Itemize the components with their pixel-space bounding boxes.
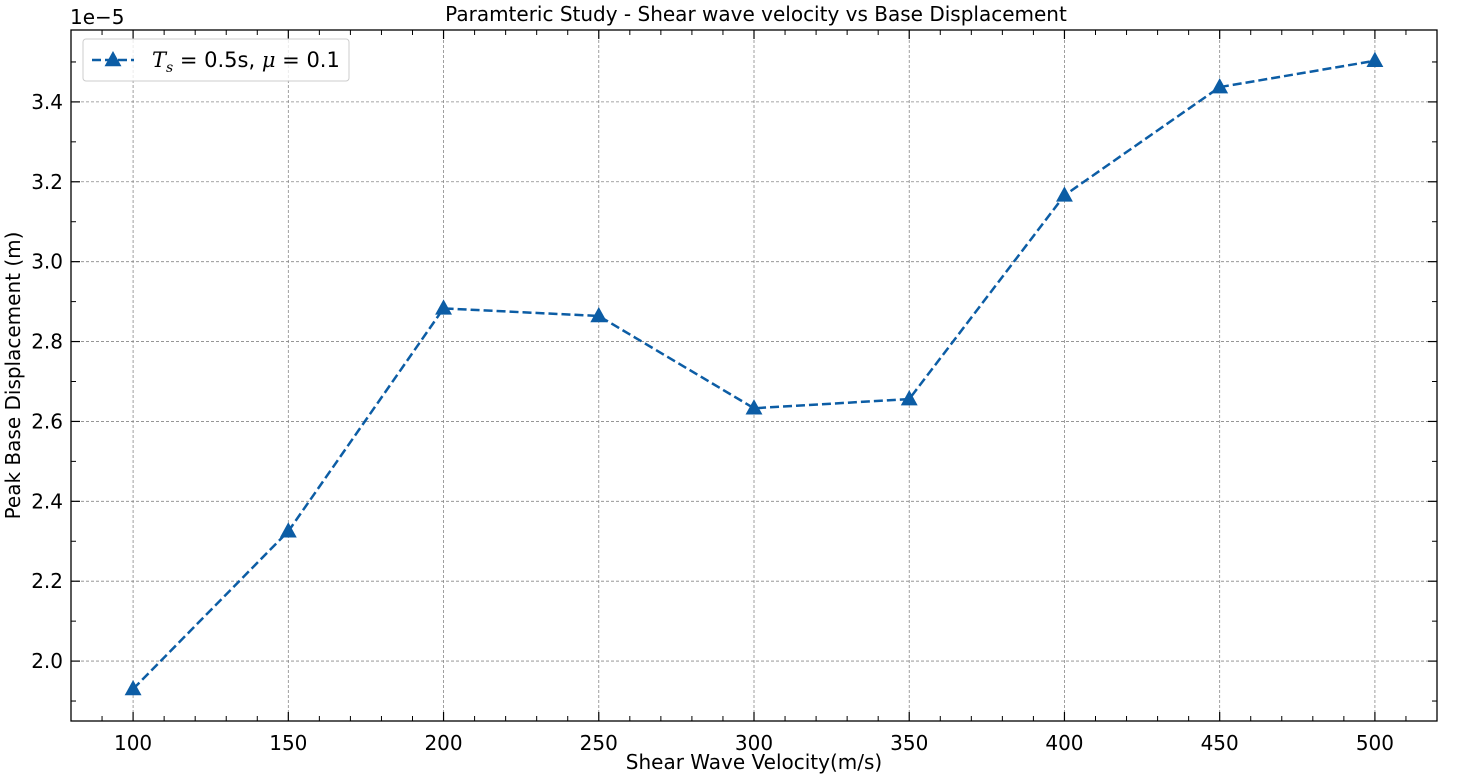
x-tick-label: 100: [114, 731, 152, 755]
y-tick-label: 2.8: [31, 330, 63, 354]
minor-ticks: [71, 30, 1437, 721]
y-tick-label: 3.4: [31, 90, 63, 114]
x-tick-label: 250: [580, 731, 618, 755]
x-tick-label: 150: [269, 731, 307, 755]
data-point-marker: [279, 522, 297, 538]
data-point-marker: [435, 299, 452, 315]
x-tick-label: 300: [735, 731, 773, 755]
chart-title: Paramteric Study - Shear wave velocity v…: [445, 2, 1067, 26]
series-line: [132, 59, 1376, 690]
legend-eq1: = 0.5s,: [173, 48, 262, 72]
data-point-marker: [1056, 186, 1073, 202]
legend-t-symbol: T: [152, 48, 168, 72]
y-tick-label: 2.2: [31, 569, 63, 593]
legend-mu-symbol: μ: [262, 48, 276, 72]
x-tick-label: 200: [424, 731, 462, 755]
data-point-marker: [745, 399, 763, 415]
legend-marker-triangle: [104, 50, 122, 67]
y-tick-label: 2.4: [31, 489, 63, 513]
plot-frame: [70, 29, 1438, 722]
x-axis-title: Shear Wave Velocity(m/s): [626, 750, 882, 774]
x-tick-label: 500: [1356, 731, 1394, 755]
data-point-marker: [590, 306, 608, 323]
x-tick-label: 400: [1045, 731, 1083, 755]
data-point-marker: [1211, 78, 1229, 94]
y-tick-label: 3.0: [31, 250, 63, 274]
y-tick-label: 2.0: [31, 649, 63, 673]
major-ticks: [71, 30, 1437, 721]
legend-eq2: = 0.1: [276, 48, 340, 72]
legend-box: [82, 38, 350, 82]
y-tick-labels: 2.0 2.2 2.4 2.6 2.8 3.0 3.2 3.4: [31, 90, 63, 673]
y-offset-label: 1e−5: [70, 5, 125, 29]
y-tick-label: 2.6: [31, 409, 63, 433]
x-tick-label: 450: [1201, 731, 1239, 755]
data-point-marker: [900, 390, 918, 406]
legend: Ts = 0.5s, μ = 0.1: [82, 38, 350, 82]
y-axis-title: Peak Base Displacement (m): [1, 232, 25, 520]
y-tick-label: 3.2: [31, 170, 63, 194]
x-tick-labels: 100 150 200 250 300 350 400 450 500: [114, 731, 1394, 755]
legend-subscript: s: [166, 60, 173, 76]
legend-label: Ts = 0.5s, μ = 0.1: [152, 48, 340, 76]
grid-lines: [71, 30, 1437, 721]
x-tick-label: 350: [890, 731, 928, 755]
series-layer: [124, 51, 1384, 696]
data-point-marker: [124, 680, 142, 696]
data-point-marker: [1366, 51, 1384, 68]
